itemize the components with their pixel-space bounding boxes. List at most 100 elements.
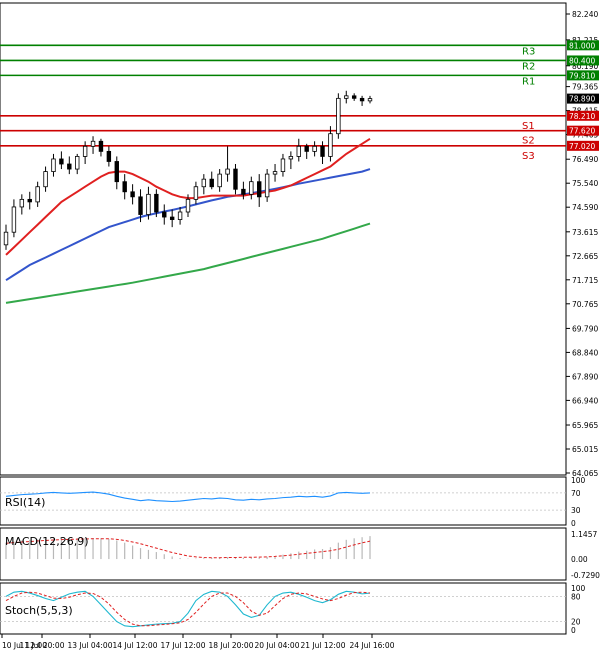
candle (328, 126, 333, 162)
rsi-pane-frame (0, 476, 567, 526)
candle (249, 176, 254, 200)
stoch-tick-label: 0 (571, 626, 576, 635)
ma-slow-line (5, 222, 371, 304)
rsi-indicator: 100 70 30 0 (0, 476, 586, 528)
stoch-tick-label: 100 (571, 584, 586, 593)
rsi-tick-label: 100 (571, 476, 586, 485)
macd-signal-line (5, 538, 371, 559)
candle (257, 174, 262, 207)
x-tick-label: 18 Jul 20:00 (209, 641, 254, 650)
candle (288, 151, 294, 170)
candle (3, 224, 9, 250)
level-price-tag (567, 70, 599, 81)
candle (359, 95, 365, 106)
candle (154, 189, 159, 218)
rsi-line (5, 491, 371, 503)
level-name-r3: R3 (522, 46, 535, 57)
support-resistance-levels: R3 81.000 R2 80.400 R1 79.810 S1 78.210 S2 77.620… (0, 40, 599, 162)
stoch-k-line (5, 590, 371, 628)
ma-mid-line (5, 168, 371, 282)
candle (75, 153, 80, 175)
y-tick-label: 65.965 (572, 421, 598, 430)
candle (19, 194, 25, 215)
macd-tick-label: -0.7290 (571, 571, 600, 580)
rsi-tick-label: 30 (571, 506, 581, 515)
candle (225, 146, 230, 182)
level-price-label: 79.810 (569, 71, 595, 80)
y-tick-label: 79.365 (572, 83, 598, 92)
rsi-tick-label: 70 (571, 489, 581, 498)
y-tick-label: 82.240 (572, 10, 598, 19)
current-price-label: 78.890 (569, 95, 595, 104)
stoch-tick-label: 20 (571, 618, 581, 627)
level-price-tag (567, 40, 599, 51)
level-name-s1: S1 (522, 121, 535, 132)
x-tick-label: 17 Jul 12:00 (161, 641, 206, 650)
candle (336, 93, 341, 139)
candle (162, 204, 167, 225)
x-tick-label: 13 Jul 04:00 (68, 641, 113, 650)
candle (201, 174, 207, 195)
candle (320, 141, 325, 165)
macd-tick-label: 0.00 (571, 555, 588, 564)
candle (209, 171, 214, 190)
candle (169, 209, 175, 228)
x-tick-label: 20 Jul 04:00 (255, 641, 300, 650)
candle (272, 164, 278, 182)
candle (177, 206, 183, 225)
candle (296, 138, 301, 162)
level-price-tag (567, 110, 599, 121)
x-tick-label: 11 Jul 20:00 (20, 641, 65, 650)
level-price-label: 80.400 (569, 56, 595, 65)
candle (138, 189, 143, 223)
y-tick-label: 76.490 (572, 155, 598, 164)
candle (233, 164, 238, 195)
current-price-tag (567, 93, 599, 104)
candle (59, 151, 64, 170)
candle (67, 156, 72, 175)
y-tick-label: 64.065 (572, 469, 598, 478)
candle (264, 169, 270, 202)
macd-indicator: 1.1457 0.00 -0.7290 (5, 530, 600, 580)
candle (351, 93, 357, 101)
candle (27, 191, 32, 210)
stoch-pane-frame (0, 582, 567, 635)
macd-tick-label: 1.1457 (571, 530, 597, 539)
level-price-label: 81.000 (569, 41, 595, 50)
y-tick-label: 67.890 (572, 372, 598, 381)
candle (146, 186, 151, 220)
rsi-tick-label: 0 (571, 519, 576, 528)
level-name-s3: S3 (522, 151, 535, 162)
level-price-tag (567, 125, 599, 136)
x-tick-label: 24 Jul 16:00 (350, 641, 395, 650)
candle (90, 136, 96, 154)
candle (304, 143, 309, 159)
main-pane-frame (0, 2, 567, 476)
candle (312, 141, 317, 157)
stoch-d-line (5, 591, 371, 627)
stoch-tick-label: 80 (571, 592, 581, 601)
level-name-r1: R1 (522, 76, 535, 87)
y-tick-label: 75.540 (572, 179, 598, 188)
level-name-s2: S2 (522, 136, 535, 147)
level-price-label: 78.210 (569, 112, 595, 121)
current-price-marker: 78.890 (567, 93, 599, 104)
candle (43, 166, 48, 192)
macd-label: MACD(12,26,9) (5, 535, 89, 548)
candle (344, 90, 349, 104)
candlestick-series (3, 90, 373, 250)
level-price-label: 77.620 (569, 127, 595, 136)
stoch-label: Stoch(5,5,3) (5, 604, 73, 617)
x-tick-label: 14 Jul 12:00 (113, 641, 158, 650)
candle (82, 141, 88, 165)
x-tick-label: 10 Jul 12:00 (2, 641, 47, 650)
candle (98, 138, 104, 157)
candle (51, 153, 56, 177)
candle (280, 153, 286, 177)
y-tick-label: 71.715 (572, 276, 598, 285)
candle (35, 181, 40, 207)
